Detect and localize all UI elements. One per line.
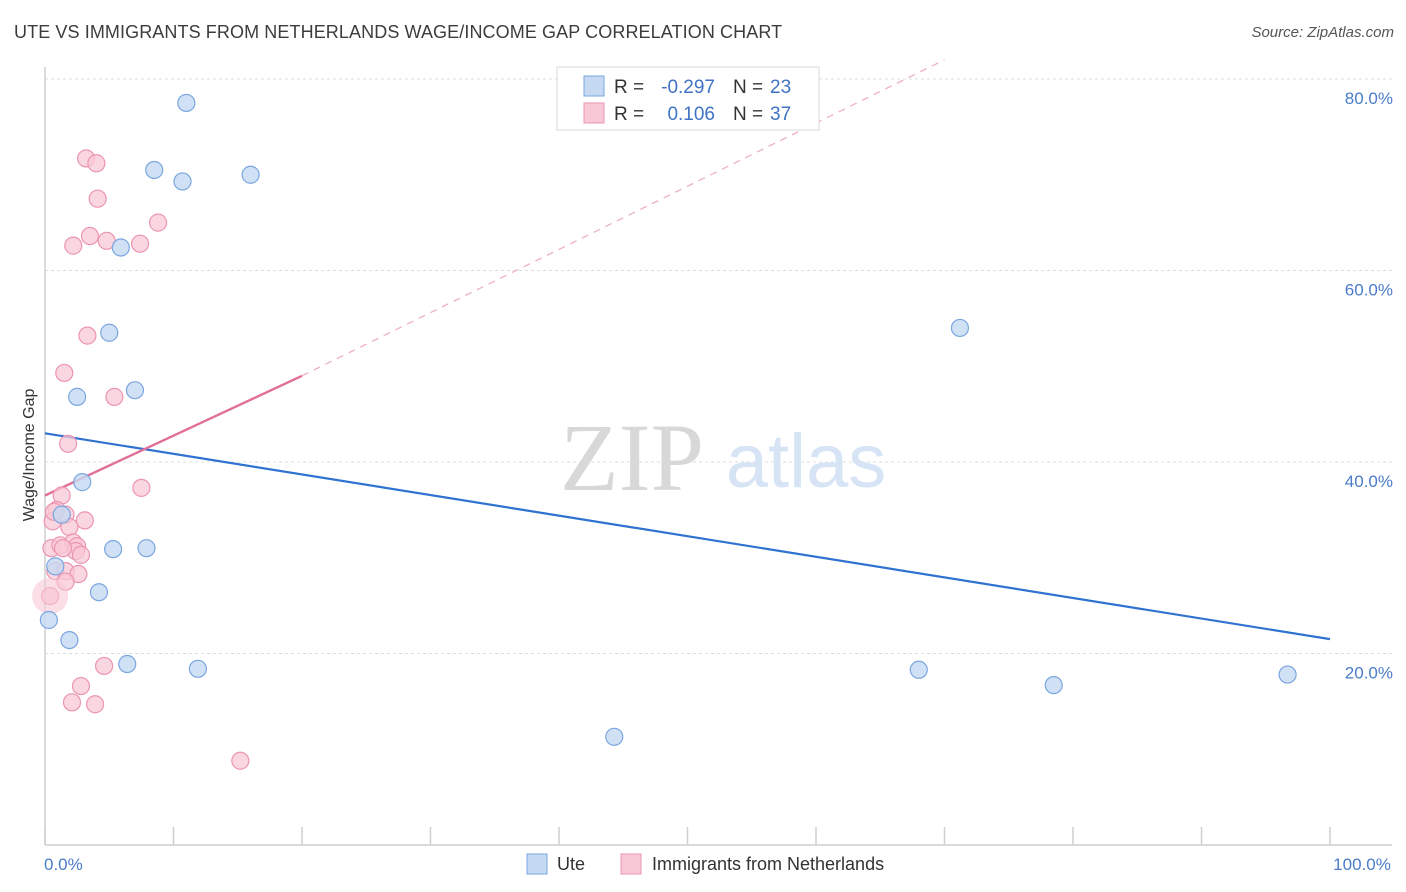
point-ute: [100, 323, 119, 342]
point-neth: [105, 387, 124, 406]
bottom-legend-swatch-ute: [526, 853, 548, 875]
bottom-legend-ute: Ute: [557, 854, 585, 874]
point-ute: [909, 660, 928, 679]
y-tick-label: 80.0%: [1345, 89, 1393, 108]
point-neth: [55, 363, 74, 383]
point-ute: [52, 505, 71, 524]
point-neth: [78, 326, 97, 345]
point-ute: [89, 583, 109, 602]
point-neth: [80, 226, 100, 246]
legend-swatch-neth: [583, 102, 605, 124]
point-ute: [73, 473, 92, 492]
x-tick-label: 100.0%: [1333, 855, 1391, 874]
point-neth: [64, 236, 83, 255]
legend-n-value-neth: 37: [770, 104, 791, 125]
grid-layer: [45, 78, 1392, 654]
points-layer: [32, 93, 1297, 770]
legend-r-label-ute: R =: [614, 77, 644, 98]
point-neth: [59, 434, 78, 453]
point-ute: [68, 387, 87, 406]
point-ute: [125, 381, 145, 400]
source-credit: Source: ZipAtlas.com: [1251, 24, 1394, 41]
y-tick-label: 60.0%: [1345, 281, 1393, 300]
point-neth: [62, 693, 82, 712]
correlation-legend: R = -0.297 N = 23 R = 0.106 N = 37: [556, 66, 820, 131]
point-ute: [188, 659, 208, 678]
point-neth: [130, 234, 150, 253]
bottom-legend-swatch-neth: [620, 853, 642, 875]
legend-n-label-neth: N =: [733, 104, 763, 125]
point-neth-cluster: [32, 578, 69, 615]
legend-n-value-ute: 23: [770, 77, 791, 98]
point-neth: [231, 751, 250, 770]
point-ute: [177, 93, 196, 113]
point-ute: [111, 238, 130, 257]
point-ute: [39, 610, 58, 630]
chart-title: UTE VS IMMIGRANTS FROM NETHERLANDS WAGE/…: [14, 22, 783, 42]
point-ute: [173, 172, 192, 191]
axis-layer: 20.0% 40.0% 60.0% 80.0% 0.0% 100.0%: [44, 67, 1393, 874]
y-axis-title: Wage/Income Gap: [21, 389, 38, 522]
point-neth: [87, 154, 106, 173]
trend-line-ute: [44, 432, 1331, 641]
legend-r-value-neth: 0.106: [667, 104, 715, 125]
point-neth: [71, 676, 91, 696]
point-neth: [53, 539, 73, 558]
bottom-legend-neth: Immigrants from Netherlands: [652, 854, 884, 874]
trend-layer: [44, 59, 1331, 641]
legend-swatch-ute: [583, 75, 605, 97]
legend-n-label-ute: N =: [733, 77, 763, 98]
point-neth: [88, 189, 107, 208]
watermark-zip: ZIP: [560, 404, 704, 511]
point-ute: [46, 557, 65, 576]
trend-line-neth-dashed: [301, 59, 945, 377]
point-neth: [132, 478, 151, 497]
point-neth: [148, 213, 168, 232]
series-legend: Ute Immigrants from Netherlands: [526, 853, 884, 875]
y-tick-label: 40.0%: [1345, 472, 1393, 491]
legend-r-value-ute: -0.297: [661, 77, 715, 98]
legend-r-label-neth: R =: [614, 104, 644, 125]
point-neth: [75, 511, 94, 530]
point-neth: [86, 695, 105, 714]
point-ute: [241, 165, 260, 184]
point-ute: [605, 727, 624, 746]
point-ute: [60, 630, 79, 650]
x-tick-label: 0.0%: [44, 855, 83, 874]
point-ute: [137, 539, 156, 558]
point-ute: [145, 160, 164, 180]
point-neth: [71, 545, 91, 564]
point-ute: [118, 654, 137, 674]
point-ute: [1044, 675, 1063, 695]
point-ute: [1278, 665, 1297, 684]
y-tick-label: 20.0%: [1345, 664, 1393, 683]
point-ute: [104, 540, 123, 559]
watermark-atlas: atlas: [726, 419, 887, 504]
point-neth: [95, 656, 114, 676]
point-ute: [950, 318, 970, 338]
